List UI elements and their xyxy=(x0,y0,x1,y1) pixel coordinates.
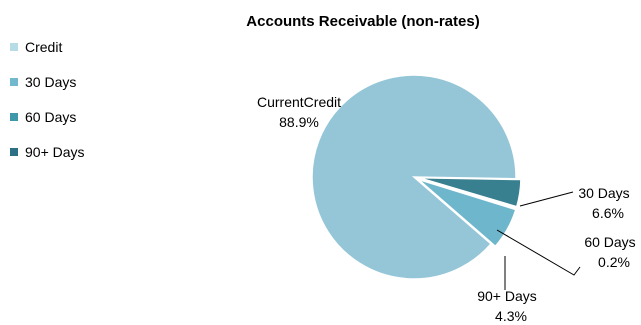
legend-swatch-60-days xyxy=(10,113,18,121)
pie-slices xyxy=(311,74,522,280)
slice-name-30-days: 30 Days xyxy=(578,185,629,201)
leader-line-30-days xyxy=(519,191,574,207)
legend-label-90-days: 90+ Days xyxy=(25,144,85,160)
legend-label-30-days: 30 Days xyxy=(25,74,76,90)
slice-name-90-days: 90+ Days xyxy=(477,288,537,304)
pie-slice-90-days xyxy=(418,177,522,208)
pie-slice-labels: CurrentCredit 88.9% 30 Days 6.6% 60 Days 0.2%… xyxy=(257,94,636,324)
slice-value-90-days: 4.3% xyxy=(495,308,527,324)
pie-slice-currentcredit xyxy=(311,74,517,280)
slice-value-30-days: 6.6% xyxy=(592,205,624,221)
slice-value-currentcredit: 88.9% xyxy=(279,114,319,130)
legend-label-credit: Credit xyxy=(25,39,62,55)
legend-swatch-30-days xyxy=(10,78,18,86)
chart-legend: Credit 30 Days 60 Days 90+ Days xyxy=(10,39,85,160)
legend-swatch-90-days xyxy=(10,148,18,156)
pie-slice-30-days xyxy=(417,178,517,248)
chart-title: Accounts Receivable (non-rates) xyxy=(246,13,479,30)
slice-value-60-days: 0.2% xyxy=(598,254,630,270)
legend-swatch-credit xyxy=(10,43,18,51)
slice-name-60-days: 60 Days xyxy=(584,234,635,250)
leader-line-60-days xyxy=(496,229,581,276)
slice-name-currentcredit: CurrentCredit xyxy=(257,94,341,110)
legend-label-60-days: 60 Days xyxy=(25,109,76,125)
